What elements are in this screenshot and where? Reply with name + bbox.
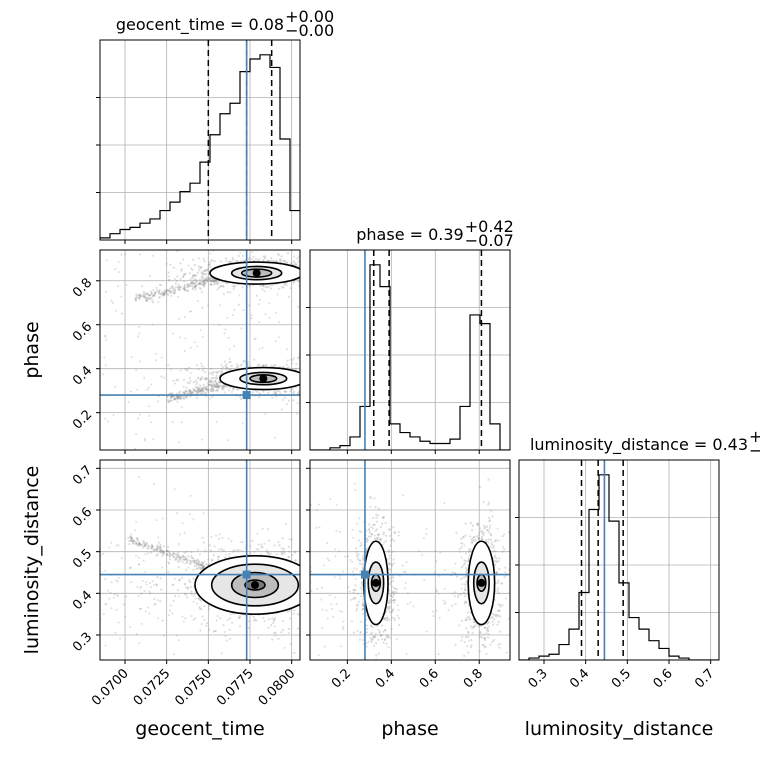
samples <box>102 250 300 450</box>
x-tick-label: 0.0725 <box>131 666 174 709</box>
hist-panel-luminosity_distance: luminosity_distance = 0.43+0.06−0.04 <box>515 427 760 664</box>
x-tick-label: 0.3 <box>526 666 551 691</box>
panel-frame <box>309 459 511 661</box>
panel-title-phase: phase = 0.39 <box>356 225 463 244</box>
y-axis-label-luminosity_distance: luminosity_distance <box>21 466 43 655</box>
x-tick-label: 0.0800 <box>256 666 299 709</box>
panel-frame <box>309 249 511 451</box>
scatter-panel-phase-vs-luminosity_distance <box>306 459 511 664</box>
scatter-panel-geocent_time-vs-luminosity_distance <box>96 459 301 664</box>
truth-point <box>360 570 369 579</box>
title-minus-error: −0.07 <box>465 231 514 250</box>
panel-frame <box>99 39 301 241</box>
x-tick-label: 0.7 <box>692 666 717 691</box>
x-tick-label: 0.4 <box>373 666 398 691</box>
panel-frame <box>99 459 301 661</box>
x-tick-label: 0.0750 <box>172 666 215 709</box>
panel-title-luminosity_distance: luminosity_distance = 0.43 <box>530 435 748 455</box>
y-tick-label: 0.6 <box>70 505 95 530</box>
x-tick-label: 0.5 <box>609 666 634 691</box>
title-minus-error: −0.04 <box>749 441 760 460</box>
histogram-phase <box>310 264 510 450</box>
truth-point <box>242 391 251 400</box>
grid-lines <box>100 40 300 240</box>
panel-title-geocent_time: geocent_time = 0.08 <box>116 15 284 35</box>
y-tick-label: 0.4 <box>70 363 95 388</box>
y-tick-label: 0.6 <box>70 319 95 344</box>
x-tick-label: 0.0775 <box>214 666 257 709</box>
x-axis-label-phase: phase <box>381 718 438 740</box>
x-tick-label: 0.2 <box>329 666 354 691</box>
histogram-luminosity_distance <box>519 474 719 660</box>
title-plus-error: +0.00 <box>285 7 334 26</box>
truth-point <box>242 570 251 579</box>
hist-panel-phase: phase = 0.39 +0.42−0.07 <box>306 217 514 454</box>
panel-frame <box>518 459 720 661</box>
y-tick-label: 0.5 <box>70 546 95 571</box>
mode-peak <box>477 578 486 587</box>
title-plus-error: +0.42 <box>465 217 514 236</box>
histogram-geocent_time <box>100 54 300 240</box>
grid-lines <box>310 250 510 450</box>
y-tick-label: 0.2 <box>70 407 95 432</box>
x-tick-label: 0.6 <box>417 666 442 691</box>
mode-peak <box>371 578 380 587</box>
x-axis-label-luminosity_distance: luminosity_distance <box>525 718 714 740</box>
x-tick-label: 0.8 <box>461 666 486 691</box>
title-plus-error: +0.06 <box>749 427 760 446</box>
y-tick-label: 0.4 <box>70 588 95 613</box>
x-axis-label-geocent_time: geocent_time <box>135 718 264 740</box>
mode-peak <box>259 374 268 383</box>
x-tick-label: 0.6 <box>651 666 676 691</box>
y-tick-label: 0.7 <box>70 463 95 488</box>
y-tick-label: 0.3 <box>70 630 95 655</box>
mode-peak <box>251 581 259 589</box>
x-tick-label: 0.4 <box>567 666 592 691</box>
title-minus-error: −0.00 <box>285 21 334 40</box>
scatter-panel-geocent_time-vs-phase <box>96 249 301 454</box>
y-tick-label: 0.8 <box>70 275 95 300</box>
y-axis-label-phase: phase <box>21 321 43 378</box>
x-tick-label: 0.0700 <box>89 666 132 709</box>
panel-frame <box>99 249 301 451</box>
hist-panel-geocent_time: geocent_time = 0.08 +0.00−0.00 <box>96 7 334 244</box>
mode-peak <box>252 269 261 278</box>
